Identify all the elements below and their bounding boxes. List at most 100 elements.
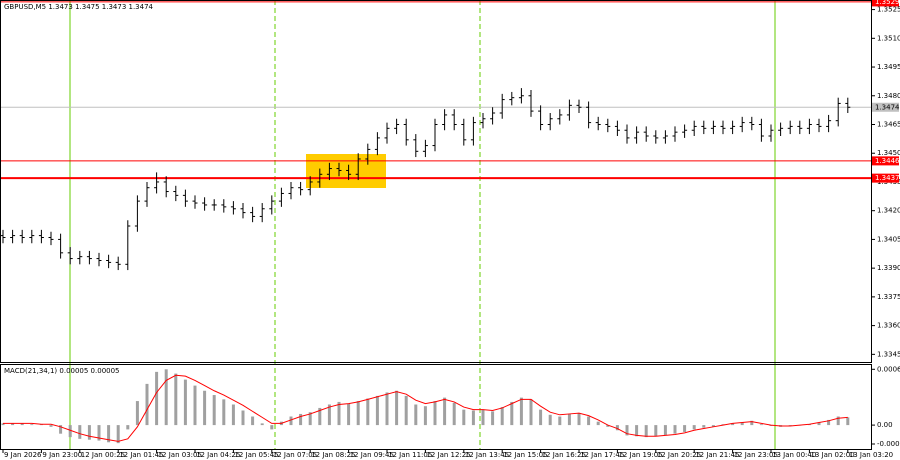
- price-level-label: 1.3446: [875, 157, 900, 165]
- histogram-bar: [683, 425, 687, 432]
- chart-title: GBPUSD,M5 1.3473 1.3475 1.3473 1.3474: [4, 3, 154, 11]
- y-tick-label: 1.3495: [877, 63, 900, 71]
- x-tick-label: 12 Jan 05:45: [234, 451, 278, 459]
- x-tick-label: 13 Jan 03:20: [849, 451, 893, 459]
- histogram-bar: [491, 411, 495, 426]
- x-tick-label: 9 Jan 23:00: [42, 451, 82, 459]
- x-tick-label: 12 Jan 08:25: [311, 451, 355, 459]
- histogram-bar: [145, 383, 149, 426]
- histogram-bar: [404, 395, 408, 426]
- y-tick-label: 1.3510: [877, 34, 900, 42]
- macd-panel-frame: [0, 364, 872, 450]
- y-tick-label: 1.3420: [877, 207, 900, 215]
- histogram-bar: [116, 425, 120, 444]
- x-tick-label: 12 Jan 07:05: [273, 451, 317, 459]
- histogram-bar: [702, 425, 706, 428]
- y-tick-label: 0.00065: [877, 365, 900, 373]
- histogram-bar: [97, 425, 101, 441]
- histogram-bar: [759, 424, 763, 426]
- x-tick-label: 12 Jan 00:25: [81, 451, 125, 459]
- x-tick-label: 12 Jan 21:45: [695, 451, 739, 459]
- histogram-bar: [433, 401, 437, 426]
- y-tick-label: 1.3360: [877, 322, 900, 330]
- histogram-bar: [318, 407, 322, 426]
- x-tick-label: 12 Jan 13:45: [465, 451, 509, 459]
- histogram-bar: [587, 416, 591, 426]
- histogram-bar: [260, 423, 264, 426]
- histogram-bar: [11, 423, 15, 426]
- histogram-bar: [414, 404, 418, 426]
- price-level-label: 1.3474: [875, 103, 900, 111]
- y-tick-label: 1.3525: [877, 6, 900, 14]
- histogram-bar: [471, 410, 475, 426]
- histogram-bar: [500, 407, 504, 426]
- histogram-bar: [846, 417, 850, 426]
- x-tick-label: 12 Jan 09:45: [350, 451, 394, 459]
- price-level-tag: [872, 0, 899, 7]
- x-tick-label: 12 Jan 17:45: [580, 451, 624, 459]
- x-tick-label: 12 Jan 04:25: [196, 451, 240, 459]
- histogram-bar: [375, 395, 379, 426]
- y-tick-label: 1.3480: [877, 92, 900, 100]
- y-tick-label: 1.3450: [877, 149, 900, 157]
- x-tick-label: 12 Jan 15:05: [503, 451, 547, 459]
- x-tick-label: 9 Jan 2026: [4, 451, 42, 459]
- histogram-bar: [711, 425, 715, 427]
- histogram-bar: [174, 373, 178, 426]
- histogram-bar: [107, 425, 111, 443]
- x-tick-label: 12 Jan 20:25: [657, 451, 701, 459]
- histogram-bar: [663, 425, 667, 436]
- price-level-tag: [872, 156, 899, 166]
- histogram-bar: [596, 421, 600, 426]
- histogram-bar: [155, 371, 159, 426]
- highlight-zone: [306, 154, 386, 188]
- histogram-bar: [452, 402, 456, 426]
- histogram-bar: [87, 425, 91, 440]
- histogram-bar: [385, 392, 389, 426]
- histogram-bar: [443, 397, 447, 426]
- x-tick-label: 12 Jan 23:05: [734, 451, 778, 459]
- y-tick-label: 1.3390: [877, 264, 900, 272]
- price-level-label: 1.3529: [875, 0, 900, 6]
- x-tick-label: 12 Jan 12:25: [426, 451, 470, 459]
- price-level-tag: [872, 102, 899, 112]
- histogram-bar: [164, 369, 168, 426]
- y-tick-label: 0.00: [877, 421, 893, 429]
- histogram-bar: [625, 425, 629, 436]
- histogram-bar: [366, 398, 370, 426]
- histogram-bar: [59, 425, 63, 434]
- histogram-bar: [49, 425, 53, 427]
- histogram-bar: [558, 416, 562, 426]
- x-tick-label: 13 Jan 02:00: [810, 451, 854, 459]
- histogram-bar: [193, 385, 197, 426]
- histogram-bar: [327, 404, 331, 426]
- histogram-bar: [78, 425, 82, 439]
- histogram-bar: [289, 416, 293, 426]
- histogram-bar: [548, 414, 552, 426]
- histogram-bar: [644, 425, 648, 438]
- histogram-bar: [423, 406, 427, 426]
- histogram-bar: [356, 401, 360, 426]
- histogram-bar: [462, 409, 466, 426]
- x-tick-label: 12 Jan 19:05: [618, 451, 662, 459]
- signal-line: [3, 374, 848, 442]
- x-tick-label: 13 Jan 00:40: [772, 451, 816, 459]
- histogram-bar: [481, 409, 485, 426]
- histogram-bar: [212, 395, 216, 426]
- histogram-bar: [606, 425, 610, 427]
- histogram-bar: [183, 379, 187, 426]
- y-tick-label: 1.3405: [877, 235, 900, 243]
- histogram-bar: [135, 401, 139, 426]
- histogram-bar: [299, 413, 303, 426]
- histogram-bar: [750, 420, 754, 426]
- y-tick-label: 1.3465: [877, 120, 900, 128]
- histogram-bar: [577, 413, 581, 426]
- x-tick-label: 12 Jan 01:45: [119, 451, 163, 459]
- y-tick-label: 1.3345: [877, 350, 900, 358]
- histogram-bar: [308, 412, 312, 426]
- histogram-bar: [241, 410, 245, 426]
- histogram-bar: [68, 425, 72, 438]
- x-tick-label: 12 Jan 11:05: [388, 451, 432, 459]
